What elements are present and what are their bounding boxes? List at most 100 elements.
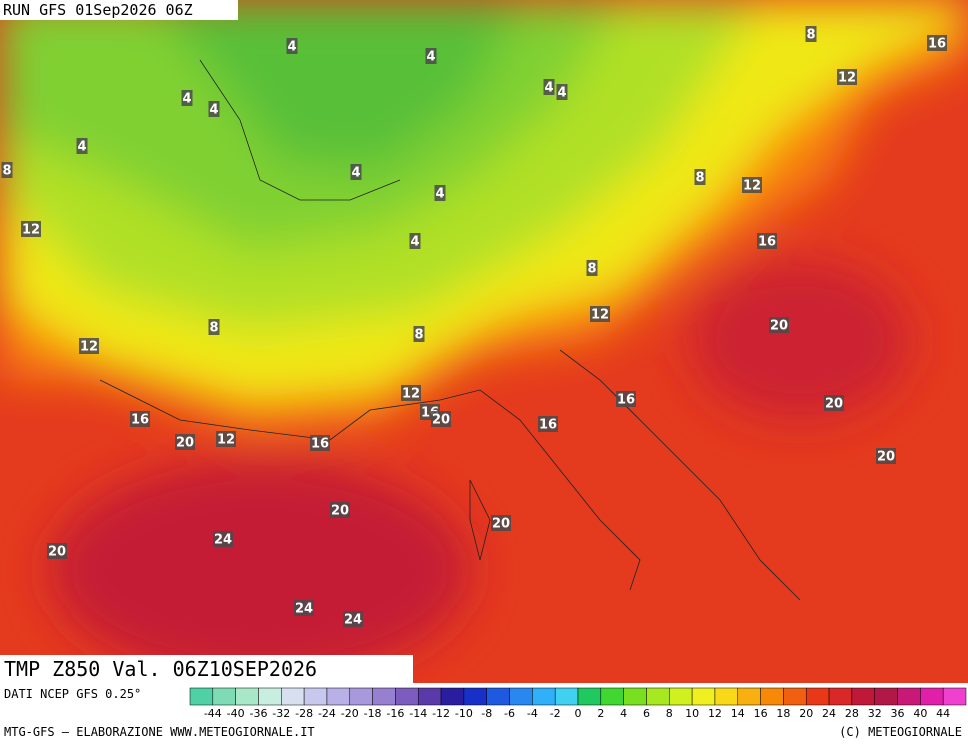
contour-label-box: [310, 435, 330, 451]
contour-label-box: [409, 233, 421, 249]
scale-tick-label: 32: [868, 707, 882, 720]
scale-cell: [851, 687, 875, 706]
run-info: RUN GFS 01Sep2026 06Z: [0, 0, 238, 20]
scale-tick-label: -44: [204, 707, 222, 720]
contour-label: 4: [209, 103, 218, 118]
contour-label: 12: [22, 223, 40, 238]
temperature-field: [0, 0, 968, 680]
coastline: [199, 59, 401, 201]
contour-label: 16: [758, 235, 776, 250]
contour-label: 20: [48, 545, 66, 560]
contour-label: 8: [806, 28, 815, 43]
contour-label: 12: [743, 179, 761, 194]
scale-tick-label: -12: [432, 707, 450, 720]
contour-label-box: [330, 502, 350, 518]
contour-label-box: [350, 164, 362, 180]
scale-tick-label: 18: [776, 707, 790, 720]
scale-cell: [281, 687, 305, 706]
scale-cell: [532, 687, 556, 706]
contour-label-box: [181, 90, 193, 106]
coastline: [99, 379, 641, 591]
contour-label: 16: [131, 413, 149, 428]
contour-label-box: [294, 600, 314, 616]
scale-cell: [577, 687, 602, 706]
contour-label-box: [586, 260, 598, 276]
scale-tick-label: 8: [666, 707, 673, 720]
scale-cell: [669, 687, 693, 706]
scale-tick-label: 40: [913, 707, 927, 720]
contour-label: 20: [770, 319, 788, 334]
contour-label: 4: [410, 235, 419, 250]
scale-tick-label: -16: [386, 707, 404, 720]
scale-cell: [486, 687, 510, 706]
contour-label-box: [76, 138, 88, 154]
contour-label-box: [208, 101, 220, 117]
scale-cell: [897, 687, 921, 706]
contour-label: 16: [928, 37, 946, 52]
contour-label-box: [413, 326, 425, 342]
contour-label: 20: [331, 504, 349, 519]
scale-cell: [737, 687, 761, 706]
contour-label: 16: [311, 437, 329, 452]
contour-label-box: [769, 317, 789, 333]
coastlines: [99, 59, 801, 601]
scale-tick-label: 14: [731, 707, 745, 720]
scale-cell: [874, 687, 898, 706]
contour-label: 24: [344, 613, 362, 628]
scale-cell: [805, 687, 830, 706]
scale-cell: [714, 687, 739, 706]
contour-label: 8: [209, 321, 218, 336]
scale-tick-label: -2: [550, 707, 561, 720]
scale-cell: [554, 687, 579, 706]
contour-label: 20: [432, 413, 450, 428]
contour-label-box: [425, 48, 437, 64]
scale-cell: [691, 687, 716, 706]
scale-tick-label: -14: [409, 707, 427, 720]
contour-label: 8: [695, 171, 704, 186]
contour-label: 4: [426, 50, 435, 65]
contour-label: 8: [414, 328, 423, 343]
scale-cell: [417, 687, 442, 706]
contour-label: 4: [557, 86, 566, 101]
scale-tick-label: 20: [799, 707, 813, 720]
contour-label-box: [824, 395, 844, 411]
contour-label: 12: [80, 340, 98, 355]
scale-tick-label: 2: [597, 707, 604, 720]
data-source: DATI NCEP GFS 0.25°: [4, 687, 142, 701]
contour-label: 4: [287, 40, 296, 55]
contour-label: 4: [435, 187, 444, 202]
scale-cell: [326, 687, 351, 706]
contour-label-box: [927, 35, 947, 51]
contour-label-box: [208, 319, 220, 335]
contour-label-box: [543, 79, 555, 95]
contour-label: 12: [402, 387, 420, 402]
scale-cell: [395, 687, 419, 706]
contour-label-box: [286, 38, 298, 54]
contour-label-box: [216, 431, 236, 447]
contour-label: 8: [2, 164, 11, 179]
scale-tick-label: -40: [227, 707, 245, 720]
contour-label: 4: [77, 140, 86, 155]
scale-tick-label: 24: [822, 707, 836, 720]
scale-cell: [623, 687, 647, 706]
contour-label: 24: [214, 533, 232, 548]
scale-cell: [509, 687, 533, 706]
contour-label-box: [556, 84, 568, 100]
contour-label-box: [1, 162, 13, 178]
scale-tick-label: -8: [481, 707, 492, 720]
scale-cell: [189, 687, 214, 706]
scale-cell: [349, 687, 373, 706]
contour-label-box: [431, 411, 451, 427]
contour-label: 16: [617, 393, 635, 408]
scale-tick-label: 10: [685, 707, 699, 720]
contour-label-box: [742, 177, 762, 193]
contour-label-box: [616, 391, 636, 407]
contour-label: 24: [295, 602, 313, 617]
contour-label-box: [590, 306, 610, 322]
warm-core: [50, 460, 470, 680]
scale-tick-label: -18: [364, 707, 382, 720]
warm-core: [690, 260, 910, 420]
copyright: (C) METEOGIORNALE: [839, 725, 962, 739]
